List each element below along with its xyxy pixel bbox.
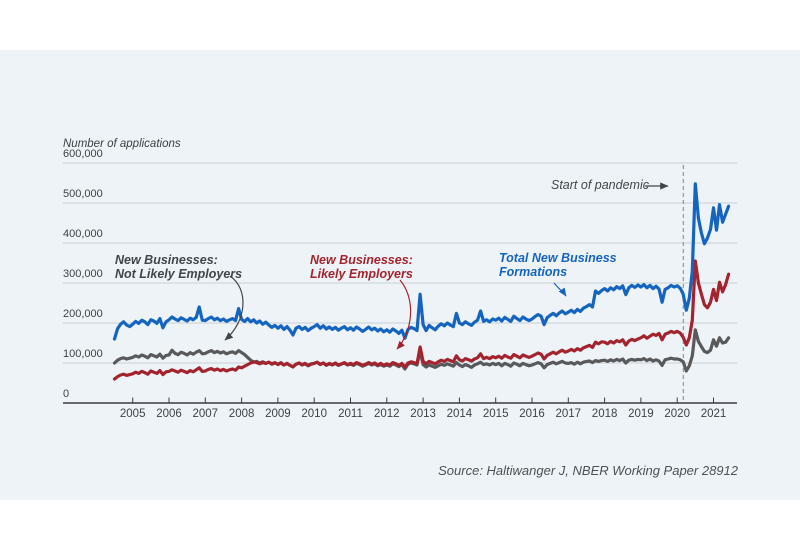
- label-likely-line1: New Businesses:: [310, 253, 413, 267]
- x-axis-tick-label: 2010: [301, 408, 327, 420]
- annotation-arrows: [224, 182, 669, 350]
- chart-generated: [63, 162, 737, 404]
- label-likely-line2: Likely Employers: [310, 267, 413, 281]
- x-axis-tick-label: 2013: [410, 408, 436, 420]
- arrow-to-gray-line: [224, 275, 244, 341]
- label-total-line1: Total New Business: [499, 251, 617, 265]
- label-start-of-pandemic: Start of pandemic: [551, 178, 649, 192]
- x-axis-tick-label: 2017: [555, 408, 582, 420]
- series-line-total-new-business-formations: [112, 182, 731, 341]
- source-note: Source: Haltiwanger J, NBER Working Pape…: [438, 463, 738, 478]
- x-axis-tick-label: 2016: [519, 408, 545, 420]
- x-axis-tick-label: 2012: [374, 408, 400, 420]
- label-total-line2: Formations: [499, 265, 568, 279]
- y-axis-tick-label: 0: [63, 388, 70, 400]
- y-axis-tick-label: 300,000: [63, 268, 103, 280]
- x-axis-tick-label: 2015: [482, 408, 509, 420]
- label-not-likely-line2: Not Likely Employers: [115, 267, 243, 281]
- label-not-likely-line1: New Businesses:: [115, 253, 218, 267]
- y-axis-tick-label: 100,000: [63, 348, 103, 360]
- x-axis-tick-label: 2009: [265, 408, 291, 420]
- series-line-new-businesses-likely-employers: [112, 259, 731, 381]
- label-not-likely-employers: New Businesses: Not Likely Employers: [115, 253, 242, 281]
- x-axis-tick-label: 2011: [338, 408, 363, 420]
- y-axis-tick-label: 400,000: [63, 228, 103, 240]
- arrow-to-red-line: [396, 279, 412, 350]
- y-axis-tick-label: 600,000: [63, 148, 103, 160]
- arrow-to-blue-line: [553, 282, 567, 297]
- x-axis-tick-label: 2008: [228, 408, 255, 420]
- y-axis-tick-label: 200,000: [63, 308, 103, 320]
- x-axis-tick-label: 2005: [119, 408, 146, 420]
- label-likely-employers: New Businesses: Likely Employers: [310, 253, 413, 281]
- y-axis-title: Number of applications: [63, 138, 181, 150]
- x-axis-tick-label: 2007: [192, 408, 219, 420]
- label-total-formations: Total New Business Formations: [499, 251, 617, 279]
- x-axis-tick-label: 2006: [156, 408, 182, 420]
- x-axis-tick-label: 2019: [628, 408, 654, 420]
- chart-panel: [0, 50, 800, 500]
- x-axis-tick-label: 2021: [700, 408, 727, 420]
- x-axis-tick-label: 2014: [446, 408, 473, 420]
- y-axis-tick-label: 500,000: [63, 188, 103, 200]
- x-axis-tick-label: 2020: [664, 408, 690, 420]
- x-axis-tick-label: 2018: [591, 408, 618, 420]
